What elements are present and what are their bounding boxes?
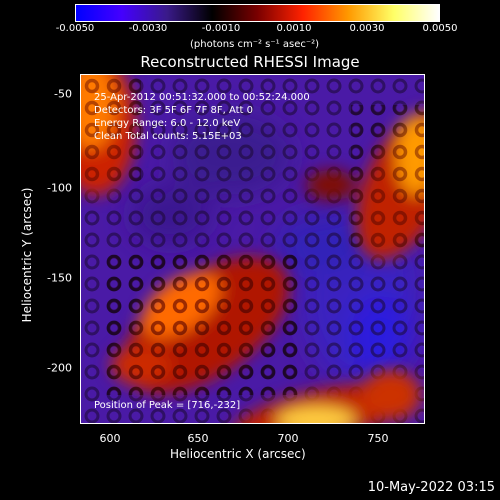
colorbar-tick: 0.0010 xyxy=(276,23,312,34)
y-tick-label: -200 xyxy=(47,361,72,375)
info-detectors: Detectors: 3F 5F 6F 7F 8F, Att 0 xyxy=(94,105,253,116)
info-time-range: 25-Apr-2012 00:51:32.000 to 00:52:24.000 xyxy=(94,92,310,103)
colorbar-tick: -0.0010 xyxy=(201,23,241,34)
rhessi-image: 25-Apr-2012 00:51:32.000 to 00:52:24.000… xyxy=(80,74,425,424)
rhessi-image-canvas: 25-Apr-2012 00:51:32.000 to 00:52:24.000… xyxy=(81,75,424,423)
image-title: Reconstructed RHESSI Image xyxy=(140,53,360,71)
x-tick-label: 600 xyxy=(99,432,121,445)
image-info-text: 25-Apr-2012 00:51:32.000 to 00:52:24.000… xyxy=(94,92,310,411)
y-tick-label: -50 xyxy=(54,87,72,101)
colorbar-units: (photons cm⁻² s⁻¹ asec⁻²) xyxy=(190,39,320,50)
colorbar-tick: -0.0030 xyxy=(128,23,168,34)
colorbar-tick: 0.0030 xyxy=(349,23,385,34)
colorbar-tick: -0.0050 xyxy=(55,23,95,34)
info-energy-range: Energy Range: 6.0 - 12.0 keV xyxy=(94,118,240,129)
x-tick-label: 650 xyxy=(187,432,209,445)
x-tick-label: 750 xyxy=(367,432,389,445)
x-axis-label: Heliocentric X (arcsec) xyxy=(170,447,306,461)
x-tick-label: 700 xyxy=(277,432,299,445)
info-peak-position: Position of Peak = [716,-232] xyxy=(94,400,240,411)
y-tick-label: -150 xyxy=(47,271,72,285)
colorbar-tick: 0.0050 xyxy=(422,23,458,34)
y-axis-label: Heliocentric Y (arcsec) xyxy=(20,187,34,323)
colorbar xyxy=(75,4,440,22)
y-tick-label: -100 xyxy=(47,181,72,195)
timestamp: 10-May-2022 03:15 xyxy=(367,480,495,495)
info-counts: Clean Total counts: 5.15E+03 xyxy=(94,131,242,142)
